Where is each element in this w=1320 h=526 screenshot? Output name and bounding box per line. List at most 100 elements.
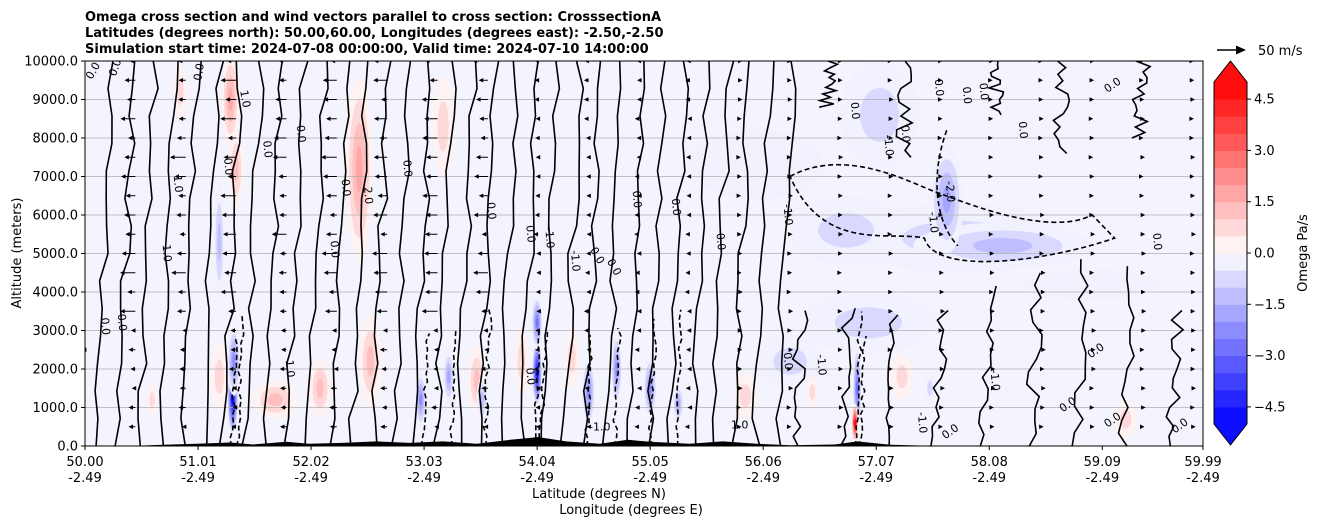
wind-vector-head [484,347,489,353]
wind-vector [634,289,640,295]
wind-vector [1189,174,1195,179]
contour-label: 0.0 [898,125,912,144]
wind-vector-head [634,289,640,295]
wind-vector [176,308,186,314]
wind-vector [1090,424,1095,430]
wind-vector-head [483,424,489,430]
wind-vector [634,174,640,179]
wind-vector [837,347,843,353]
wind-vector [990,308,995,314]
wind-vector [1140,231,1146,237]
wind-vector-head [1138,174,1144,179]
wind-vector [279,193,287,199]
wind-vector-head [938,212,943,218]
wind-vector-head [1189,251,1195,256]
wind-vector [786,289,792,295]
contour-label: 0.0 [523,225,537,244]
wind-vector-head [220,116,225,122]
wind-vector [788,347,794,353]
wind-vector [583,77,589,83]
wind-vector [787,77,792,83]
wind-vector [1189,77,1195,83]
wind-vector [483,328,488,333]
wind-vector [1038,97,1044,102]
wind-vector [1041,385,1046,391]
colorbar-bin [1214,201,1247,220]
wind-vector-head [586,366,592,372]
wind-vector-head [474,174,479,179]
wind-vector [787,328,793,333]
wind-vector-head [330,61,336,64]
wind-vector [124,77,136,83]
wind-vector-head [1191,328,1196,333]
wind-vector [1140,116,1145,122]
wind-vector [838,193,843,199]
wind-vector [888,251,894,256]
contour-label: 0.0 [400,159,414,178]
wind-vector [181,424,187,430]
wind-vector-head [1191,424,1196,430]
wind-vector [1138,174,1144,179]
wind-vector-head [988,135,993,141]
x-tick-label-lon: -2.49 [520,471,554,486]
contour-line [691,61,711,446]
wind-vector-head [177,289,183,295]
wind-vector-head [421,97,427,102]
wind-vector-head [990,308,995,314]
wind-vector-head [786,289,792,295]
wind-vector-head [636,251,642,256]
wind-vector-head [988,231,994,237]
wind-vector [1038,135,1043,141]
wind-vector-head [1139,61,1144,64]
wind-vector [126,97,136,102]
wind-vector [323,97,337,102]
wind-vector-head [179,347,185,353]
wind-vector-head [940,385,945,391]
contour-label: -1.0 [988,369,1003,392]
wind-vector-head [1089,289,1094,295]
wind-vector-head [373,154,379,160]
wind-vector [231,424,237,430]
wind-vector-head [838,251,843,256]
wind-vector [684,424,690,430]
wind-vector [1040,308,1046,314]
wind-vector [221,212,237,218]
wind-vector [281,347,287,353]
chart-title: Omega cross section and wind vectors par… [85,10,664,57]
wind-vector-head [178,116,184,122]
wind-vector [1139,193,1145,199]
wind-vector-head [74,232,79,237]
wind-vector [1089,289,1094,295]
wind-vector-head [472,61,478,64]
wind-vector-head [990,385,996,391]
wind-vector [230,347,237,353]
wind-vector [326,116,337,122]
contour-line [1071,259,1089,446]
wind-vector [1140,212,1146,218]
y-tick-label: 0.0 [57,440,78,455]
contour-line [241,61,265,446]
contour-label: 0.0 [932,78,946,97]
wind-vector-head [938,174,943,179]
y-axis-ticks: 0.0 1000.0 2000.0 3000.0 4000.0 5000.0 6000.0 7… [24,55,85,455]
wind-vector-head [989,61,994,64]
wind-vector-head [1088,154,1094,160]
wind-vector-head [223,154,229,160]
wind-vector [222,251,237,256]
wind-vector-head [374,174,380,179]
wind-vector [1089,135,1095,141]
negative-contour [229,335,238,446]
wind-vector-head [583,116,589,122]
wind-vector-head [1140,231,1146,237]
wind-vector-head [939,231,944,237]
wind-vector [325,308,337,314]
wind-vector [280,328,287,333]
wind-vector-head [1139,366,1145,372]
omega-fill-region [480,392,485,408]
wind-vector [938,116,943,122]
contour-label: -1.0 [926,211,941,234]
wind-vector [685,77,690,83]
wind-vector-head [178,97,183,102]
contour-line [500,61,519,446]
x-tick-label-lat: 57.07 [858,455,895,470]
